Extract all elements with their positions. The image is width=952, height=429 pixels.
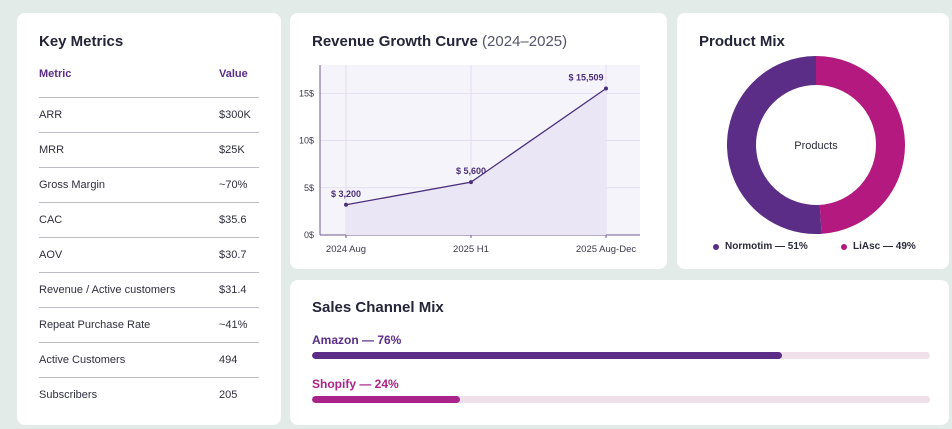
- y-tick-label: 0$: [304, 230, 314, 240]
- channel-bar-amazon: [312, 352, 782, 359]
- metric-value: ~41%: [219, 319, 248, 331]
- revenue-growth-chart: 0$ 5$ 10$ 15$ $ 3,200 2024 Aug $ 5,600 2025 H1 $…: [299, 65, 640, 255]
- metrics-table-body: ARR $300K MRR $25K Gross Margin ~70% CAC $35.6 A…: [39, 97, 259, 412]
- legend-label-normotim: Normotim — 51%: [725, 241, 808, 252]
- legend-item-liasc: LiAsc — 49%: [841, 241, 916, 252]
- metric-name: AOV: [39, 249, 63, 261]
- legend-dot-liasc: [841, 243, 847, 250]
- sales-channel-title: Sales Channel Mix: [312, 299, 444, 316]
- legend-dot-normotim: [713, 243, 719, 250]
- metric-name: Gross Margin: [39, 179, 106, 191]
- revenue-data-label: $ 5,600: [456, 166, 486, 176]
- metric-value: $31.4: [219, 284, 247, 296]
- x-tick-label: 2025 Aug-Dec: [576, 244, 636, 255]
- revenue-chart-title: Revenue Growth Curve (2024–2025): [312, 33, 567, 50]
- channel-track-shopify: [312, 396, 930, 403]
- revenue-area: [346, 88, 606, 235]
- key-metrics-card: Key Metrics Metric Value ARR $300K MRR $25K…: [17, 13, 281, 425]
- metric-name: MRR: [39, 144, 65, 156]
- metrics-row: Repeat Purchase Rate ~41%: [39, 308, 259, 343]
- metrics-table-header: Metric Value: [39, 68, 259, 88]
- metrics-row: MRR $25K: [39, 133, 259, 168]
- metrics-row: AOV $30.7: [39, 238, 259, 273]
- y-tick-label: 5$: [304, 183, 314, 193]
- metric-value: ~70%: [219, 179, 248, 191]
- revenue-point: [604, 86, 608, 91]
- legend-label-liasc: LiAsc — 49%: [853, 241, 916, 252]
- y-tick-label: 10$: [299, 136, 314, 146]
- metric-name: Active Customers: [39, 354, 126, 366]
- sales-channel-mix-card: Sales Channel Mix Amazon — 76% Shopify —…: [290, 280, 949, 425]
- metric-name: CAC: [39, 214, 63, 226]
- metric-value: $30.7: [219, 249, 247, 261]
- metric-value: 494: [219, 354, 238, 366]
- revenue-data-label: $ 3,200: [331, 189, 361, 199]
- metric-name: Repeat Purchase Rate: [39, 319, 151, 331]
- metric-value: $300K: [219, 109, 251, 121]
- donut-center-label: Products: [794, 140, 838, 152]
- revenue-point: [344, 202, 348, 207]
- x-tick-label: 2024 Aug: [326, 244, 366, 255]
- metrics-col-metric: Metric: [39, 68, 72, 80]
- channel-bar-shopify: [312, 396, 461, 403]
- donut-slice-normotim: [727, 56, 822, 234]
- metric-name: Subscribers: [39, 389, 98, 401]
- metric-value: $35.6: [219, 214, 247, 226]
- metrics-row: CAC $35.6: [39, 203, 259, 238]
- metric-value: $25K: [219, 144, 245, 156]
- channel-label-shopify: Shopify — 24%: [312, 377, 399, 391]
- metrics-row: Revenue / Active customers $31.4: [39, 273, 259, 308]
- legend-item-normotim: Normotim — 51%: [713, 241, 808, 252]
- channel-label-amazon: Amazon — 76%: [312, 333, 402, 347]
- metrics-col-value: Value: [219, 68, 248, 80]
- channel-track-amazon: [312, 352, 930, 359]
- metric-name: ARR: [39, 109, 63, 121]
- product-mix-title: Product Mix: [699, 33, 785, 50]
- metrics-row: Active Customers 494: [39, 343, 259, 378]
- revenue-point: [469, 180, 473, 185]
- revenue-subtitle-text: (2024–2025): [482, 33, 568, 50]
- metrics-row: Subscribers 205: [39, 378, 259, 412]
- product-mix-card: Product Mix Products Normotim — 51% LiAs…: [677, 13, 949, 269]
- key-metrics-title: Key Metrics: [39, 33, 124, 50]
- y-tick-label: 15$: [299, 88, 314, 98]
- metric-value: 205: [219, 389, 238, 401]
- revenue-growth-card: 0$ 5$ 10$ 15$ $ 3,200 2024 Aug $ 5,600 2025 H1 $…: [290, 13, 667, 269]
- metrics-row: ARR $300K: [39, 98, 259, 133]
- metrics-row: Gross Margin ~70%: [39, 168, 259, 203]
- product-mix-donut-chart: Products: [727, 56, 905, 234]
- donut-slice-liasc: [815, 56, 905, 234]
- x-tick-label: 2025 H1: [453, 244, 489, 255]
- revenue-title-text: Revenue Growth Curve: [312, 33, 478, 50]
- metric-name: Revenue / Active customers: [39, 284, 176, 296]
- revenue-data-label: $ 15,509: [568, 73, 603, 83]
